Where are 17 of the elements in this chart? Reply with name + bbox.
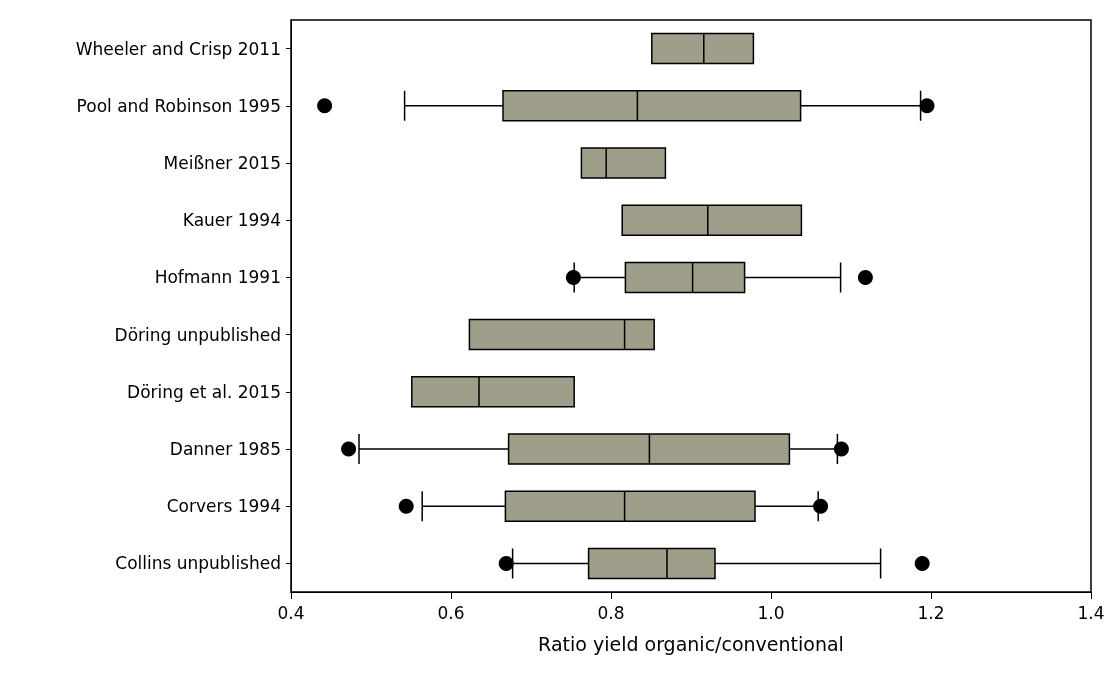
y-tick-label: Kauer 1994 bbox=[182, 210, 281, 231]
x-tick-label: 1.4 bbox=[1077, 602, 1105, 623]
x-tick-label: 1.0 bbox=[757, 602, 785, 623]
y-tick-label: Döring et al. 2015 bbox=[127, 381, 281, 402]
x-tick-label: 0.4 bbox=[277, 602, 305, 623]
x-axis-title: Ratio yield organic/conventional bbox=[538, 632, 844, 655]
y-tick-label: Corvers 1994 bbox=[166, 496, 281, 517]
y-tick-label: Hofmann 1991 bbox=[154, 267, 281, 288]
y-tick-label: Döring unpublished bbox=[114, 324, 281, 345]
y-tick-label: Pool and Robinson 1995 bbox=[76, 95, 281, 116]
y-tick-label: Wheeler and Crisp 2011 bbox=[75, 38, 281, 59]
x-tick-label: 0.8 bbox=[597, 602, 625, 623]
y-tick-label: Danner 1985 bbox=[169, 439, 281, 459]
y-tick-label: Collins unpublished bbox=[115, 553, 281, 574]
x-tick-label: 1.2 bbox=[917, 602, 945, 623]
x-tick-label: 0.6 bbox=[437, 602, 465, 623]
y-tick-label: Meißner 2015 bbox=[163, 153, 281, 173]
